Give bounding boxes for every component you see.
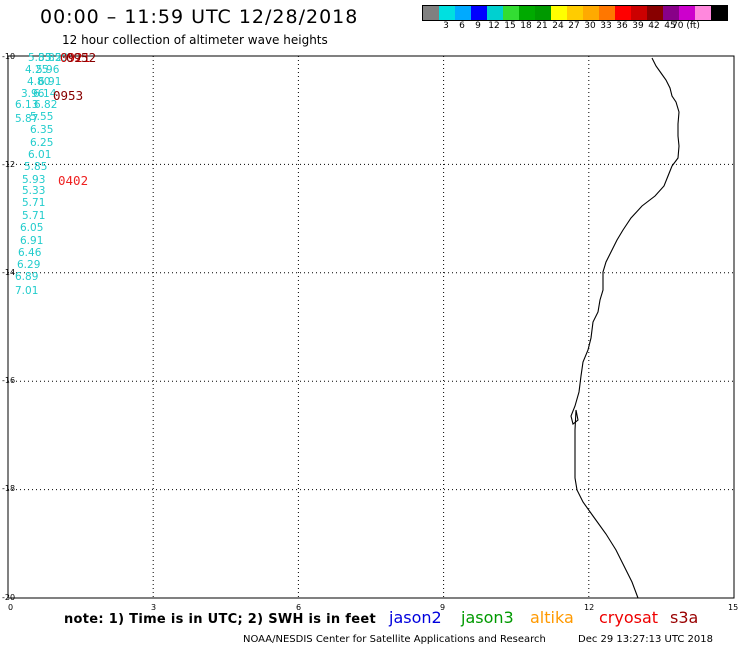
lat-tick-label: -10 <box>2 52 15 61</box>
color-scale-label: 45 <box>664 21 676 31</box>
color-scale-label: 39 <box>632 21 644 31</box>
wave-height-value: 5.55 <box>30 111 53 123</box>
lat-tick-label: -12 <box>2 160 15 169</box>
map-title: 00:00 – 11:59 UTC 12/28/2018 <box>40 6 359 28</box>
lon-tick-label: 15 <box>728 603 738 612</box>
color-swatch <box>711 6 727 20</box>
legend-s3a: s3a <box>670 608 699 627</box>
wave-height-value: 6.82 <box>34 99 57 111</box>
color-scale-label: 15 <box>504 21 516 31</box>
latitude-ticks: -10 -12 -14 -16 -18 -20 <box>2 52 15 602</box>
color-swatch <box>503 6 519 20</box>
wave-height-value: 5.83 <box>28 52 51 64</box>
color-swatch <box>679 6 695 20</box>
wave-height-value: 5.71 <box>22 197 45 209</box>
lat-tick-label: -16 <box>2 376 15 385</box>
color-swatch <box>647 6 663 20</box>
legend-cryosat: cryosat <box>599 608 659 627</box>
wave-height-value: 6.91 <box>38 76 61 88</box>
color-swatch <box>535 6 551 20</box>
color-swatch <box>487 6 503 20</box>
wave-height-value: 5.87 <box>15 113 38 125</box>
altimeter-observations: 5.835.855.294.255.964.806.913.966.146.13… <box>15 50 96 297</box>
legend-jason2: jason2 <box>389 608 442 627</box>
wave-height-value: 6.89 <box>15 271 38 283</box>
pass-time-label: 0952 <box>66 50 96 65</box>
map-subtitle: 12 hour collection of altimeter wave hei… <box>62 33 328 47</box>
color-swatch <box>519 6 535 20</box>
footnote: note: 1) Time is in UTC; 2) SWH is in fe… <box>64 612 376 627</box>
color-swatch <box>551 6 567 20</box>
wave-height-value: 5.85 <box>24 161 47 173</box>
color-scale-labels: 3 6 9 12 15 18 21 24 27 30 33 36 39 42 45 70 (ft) <box>422 21 740 33</box>
lon-tick-label: 3 <box>151 603 156 612</box>
color-scale-label: 18 <box>520 21 532 31</box>
color-scale-label: 6 <box>459 21 465 31</box>
color-scale-bar <box>422 5 728 21</box>
color-scale-label: 12 <box>488 21 500 31</box>
footer-timestamp: Dec 29 13:27:13 UTC 2018 <box>578 634 713 645</box>
wave-height-value: 6.13 <box>15 99 38 111</box>
color-scale-label: 70 (ft) <box>672 21 700 31</box>
lat-tick-label: -18 <box>2 484 15 493</box>
color-scale-label: 42 <box>648 21 660 31</box>
color-swatch <box>455 6 471 20</box>
wave-height-value: 6.35 <box>30 124 53 136</box>
wave-height-value: 6.05 <box>20 222 43 234</box>
wave-height-value: 6.91 <box>20 235 43 247</box>
legend-altika: altika <box>530 608 574 627</box>
wave-height-value: 6.25 <box>30 137 53 149</box>
color-scale-label: 30 <box>584 21 596 31</box>
color-swatch <box>471 6 487 20</box>
color-scale-label: 36 <box>616 21 628 31</box>
wave-height-value: 5.71 <box>22 210 45 222</box>
color-swatch <box>663 6 679 20</box>
color-scale-label: 33 <box>600 21 612 31</box>
lat-tick-label: -14 <box>2 268 15 277</box>
wave-height-value: 3.96 <box>21 88 45 100</box>
wave-height-value: 5.93 <box>22 174 45 186</box>
pass-time-label: 0402 <box>58 173 88 188</box>
wave-height-value: 6.29 <box>17 259 40 271</box>
color-swatch <box>599 6 615 20</box>
color-swatch <box>439 6 455 20</box>
color-swatch <box>631 6 647 20</box>
wave-height-value: 4.25 <box>25 64 48 76</box>
wave-height-value: 6.14 <box>33 88 57 100</box>
map-grid <box>8 56 734 598</box>
longitude-ticks: 0 3 6 9 12 15 <box>8 603 738 612</box>
color-scale-label: 9 <box>475 21 481 31</box>
pass-time-label: 0921 <box>60 50 90 65</box>
color-scale-label: 24 <box>552 21 564 31</box>
wave-height-value: 6.46 <box>18 247 42 259</box>
color-swatch <box>615 6 631 20</box>
color-swatch <box>423 6 439 20</box>
color-scale-label: 21 <box>536 21 548 31</box>
wave-height-value: 5.96 <box>36 64 60 76</box>
color-scale-label: 27 <box>568 21 580 31</box>
pass-time-label: 0953 <box>53 88 83 103</box>
color-swatch <box>695 6 711 20</box>
wave-height-value: 5.85 <box>38 52 61 64</box>
footer-credit: NOAA/NESDIS Center for Satellite Applica… <box>243 634 546 645</box>
wave-height-value: 6.01 <box>28 149 51 161</box>
lon-tick-label: 9 <box>440 603 445 612</box>
lon-tick-label: 6 <box>296 603 301 612</box>
wave-height-value: 5.33 <box>22 185 45 197</box>
color-scale-label: 3 <box>443 21 449 31</box>
map-frame <box>7 55 735 599</box>
wave-height-value: 7.01 <box>15 285 38 297</box>
coastline <box>570 57 680 599</box>
wave-height-value: 4.80 <box>27 76 50 88</box>
lat-tick-label: -20 <box>2 593 15 602</box>
wave-height-value: 5.29 <box>45 52 68 64</box>
lon-tick-label: 0 <box>8 603 13 612</box>
lon-tick-label: 12 <box>584 603 594 612</box>
color-swatch <box>567 6 583 20</box>
legend-jason3: jason3 <box>461 608 514 627</box>
color-swatch <box>583 6 599 20</box>
